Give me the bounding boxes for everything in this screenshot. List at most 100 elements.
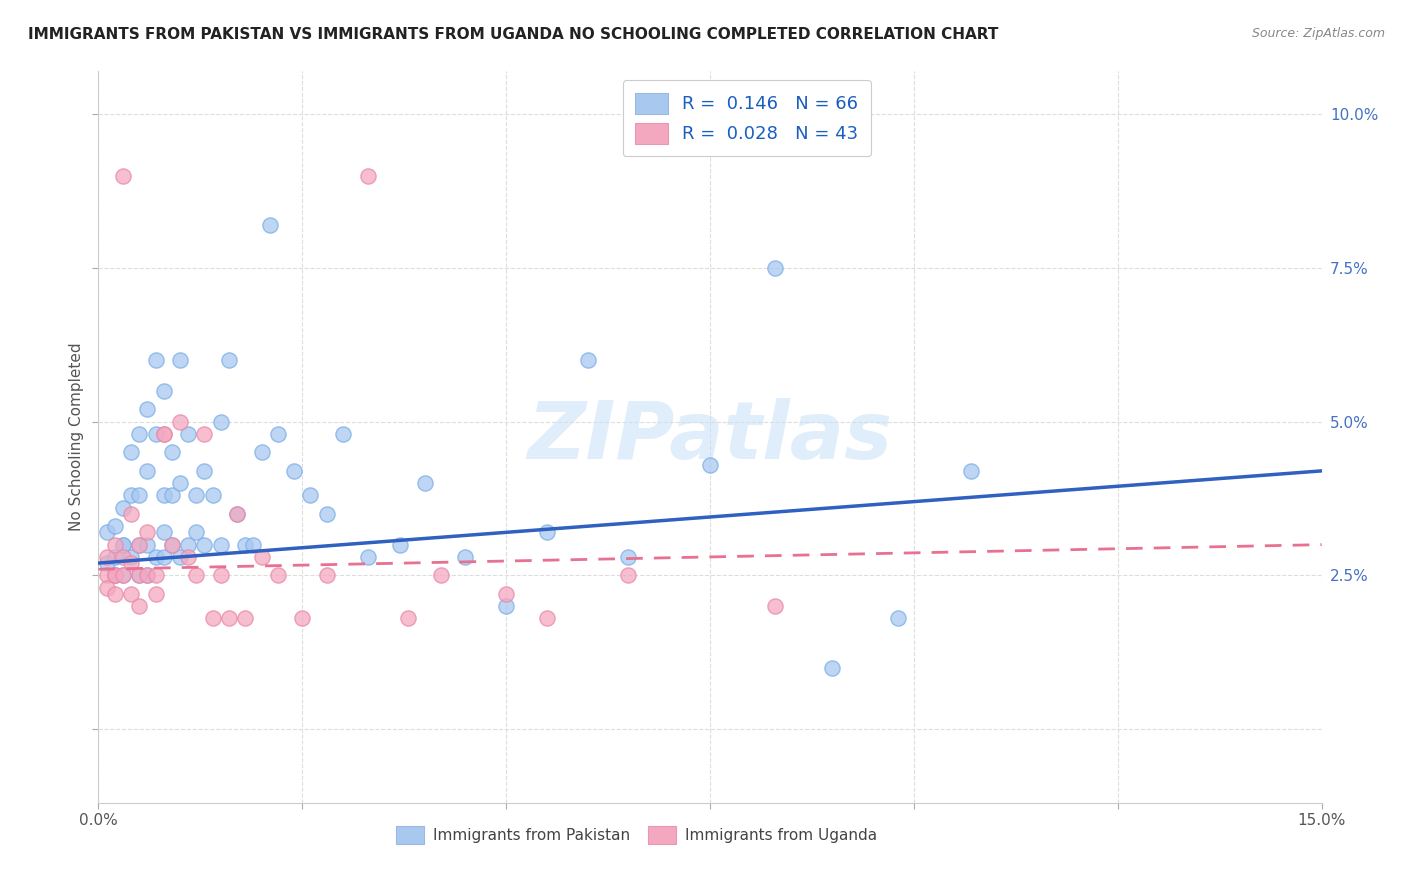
Point: [104, 568, 127, 582]
Point: [160, 538, 183, 552]
Point: [283, 464, 305, 478]
Point: [291, 611, 314, 625]
Point: [136, 568, 159, 582]
Point: [96, 525, 118, 540]
Point: [111, 538, 134, 552]
Point: [152, 549, 174, 564]
Point: [209, 568, 232, 582]
Point: [128, 427, 150, 442]
Point: [576, 353, 599, 368]
Point: [332, 427, 354, 442]
Point: [152, 384, 174, 398]
Point: [886, 611, 908, 625]
Point: [193, 464, 215, 478]
Point: [128, 538, 150, 552]
Point: [145, 568, 167, 582]
Point: [111, 538, 134, 552]
Point: [396, 611, 419, 625]
Point: [104, 519, 127, 533]
Point: [299, 488, 322, 502]
Point: [617, 568, 640, 582]
Point: [186, 568, 208, 582]
Point: [169, 476, 191, 491]
Text: Source: ZipAtlas.com: Source: ZipAtlas.com: [1251, 27, 1385, 40]
Point: [960, 464, 983, 478]
Point: [315, 568, 337, 582]
Point: [160, 488, 183, 502]
Point: [96, 581, 118, 595]
Point: [495, 587, 517, 601]
Point: [226, 507, 249, 521]
Text: IMMIGRANTS FROM PAKISTAN VS IMMIGRANTS FROM UGANDA NO SCHOOLING COMPLETED CORREL: IMMIGRANTS FROM PAKISTAN VS IMMIGRANTS F…: [28, 27, 998, 42]
Point: [201, 611, 224, 625]
Point: [177, 427, 200, 442]
Point: [226, 507, 249, 521]
Point: [96, 556, 118, 570]
Point: [201, 488, 224, 502]
Point: [104, 568, 127, 582]
Point: [120, 556, 142, 570]
Point: [145, 587, 167, 601]
Point: [160, 445, 183, 459]
Point: [250, 445, 273, 459]
Point: [821, 660, 844, 674]
Point: [430, 568, 453, 582]
Point: [242, 538, 264, 552]
Point: [152, 525, 174, 540]
Point: [120, 587, 142, 601]
Point: [617, 549, 640, 564]
Point: [111, 568, 134, 582]
Point: [536, 525, 558, 540]
Point: [136, 464, 159, 478]
Point: [104, 568, 127, 582]
Point: [111, 549, 134, 564]
Point: [763, 261, 786, 276]
Point: [267, 427, 290, 442]
Point: [111, 169, 134, 183]
Point: [193, 427, 215, 442]
Y-axis label: No Schooling Completed: No Schooling Completed: [69, 343, 84, 532]
Point: [454, 549, 477, 564]
Point: [169, 549, 191, 564]
Point: [104, 587, 127, 601]
Point: [111, 568, 134, 582]
Point: [128, 488, 150, 502]
Point: [356, 169, 378, 183]
Point: [193, 538, 215, 552]
Point: [96, 549, 118, 564]
Point: [136, 525, 159, 540]
Point: [315, 507, 337, 521]
Point: [128, 599, 150, 613]
Point: [763, 599, 786, 613]
Point: [104, 538, 127, 552]
Point: [177, 549, 200, 564]
Point: [152, 488, 174, 502]
Point: [152, 427, 174, 442]
Point: [111, 500, 134, 515]
Point: [209, 538, 232, 552]
Point: [186, 488, 208, 502]
Point: [128, 538, 150, 552]
Point: [145, 549, 167, 564]
Point: [233, 611, 256, 625]
Point: [186, 525, 208, 540]
Point: [495, 599, 517, 613]
Point: [128, 568, 150, 582]
Text: ZIPatlas: ZIPatlas: [527, 398, 893, 476]
Point: [356, 549, 378, 564]
Point: [699, 458, 721, 472]
Point: [233, 538, 256, 552]
Point: [169, 353, 191, 368]
Point: [209, 415, 232, 429]
Point: [120, 488, 142, 502]
Point: [120, 549, 142, 564]
Point: [120, 507, 142, 521]
Point: [136, 538, 159, 552]
Point: [145, 353, 167, 368]
Point: [218, 353, 240, 368]
Point: [413, 476, 436, 491]
Point: [267, 568, 290, 582]
Point: [128, 568, 150, 582]
Point: [536, 611, 558, 625]
Point: [259, 218, 281, 232]
